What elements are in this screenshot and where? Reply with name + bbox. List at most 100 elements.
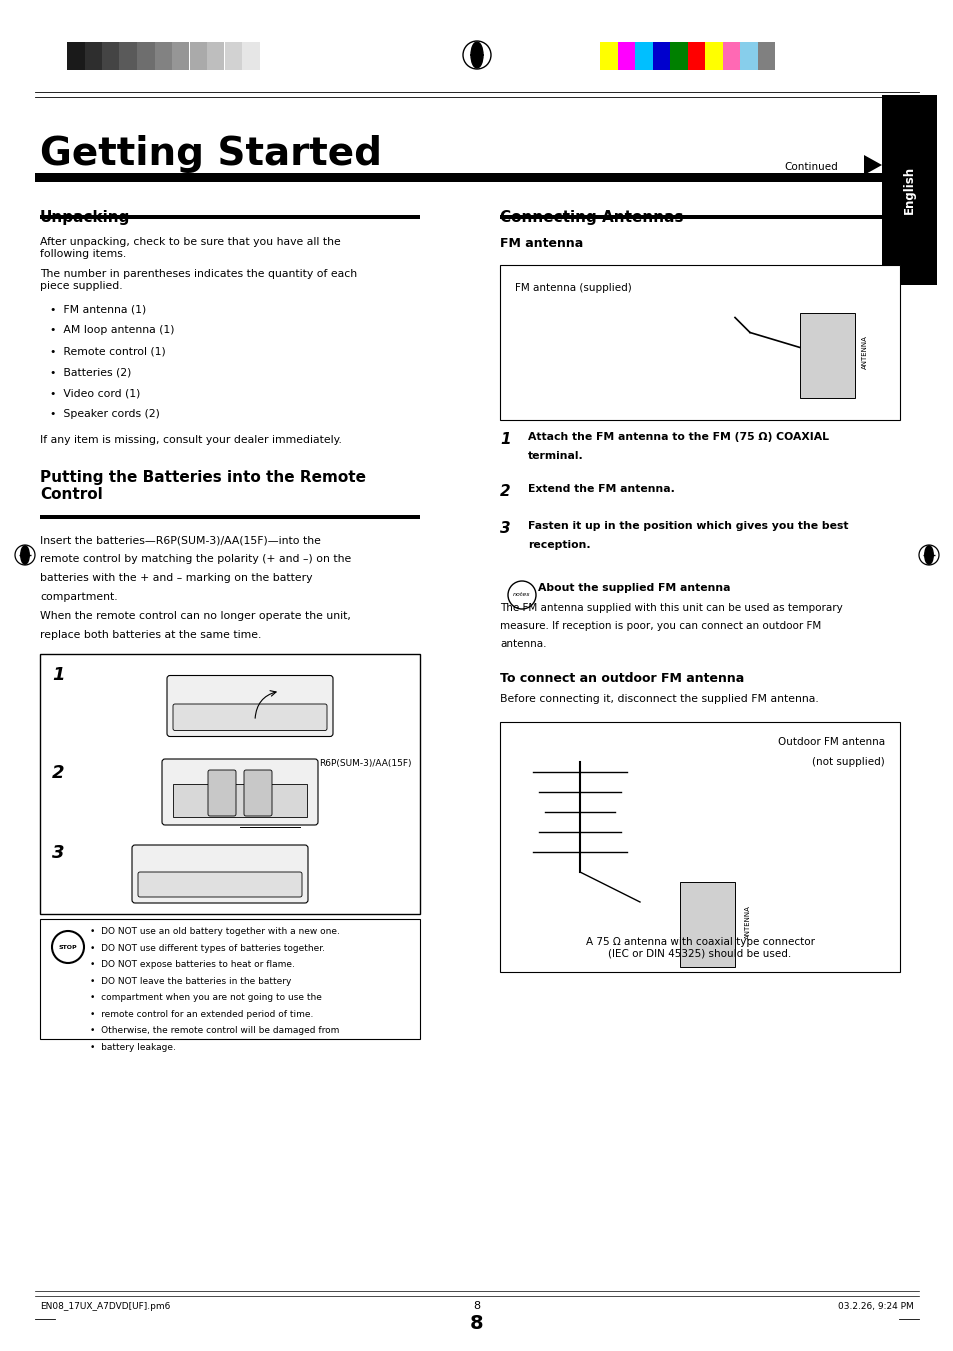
Bar bbox=[757, 42, 774, 70]
Text: •  DO NOT leave the batteries in the battery: • DO NOT leave the batteries in the batt… bbox=[90, 977, 291, 985]
Text: 1: 1 bbox=[52, 666, 65, 684]
Text: •  Remote control (1): • Remote control (1) bbox=[50, 346, 166, 357]
Text: •  Video cord (1): • Video cord (1) bbox=[50, 388, 140, 399]
Ellipse shape bbox=[923, 546, 932, 565]
Text: 03.2.26, 9:24 PM: 03.2.26, 9:24 PM bbox=[838, 1302, 913, 1310]
Text: •  DO NOT use different types of batteries together.: • DO NOT use different types of batterie… bbox=[90, 943, 325, 952]
Text: measure. If reception is poor, you can connect an outdoor FM: measure. If reception is poor, you can c… bbox=[499, 621, 821, 631]
Bar bbox=[599, 42, 617, 70]
Text: •  Otherwise, the remote control will be damaged from: • Otherwise, the remote control will be … bbox=[90, 1025, 339, 1035]
Text: •  Speaker cords (2): • Speaker cords (2) bbox=[50, 409, 160, 419]
Bar bbox=[617, 42, 635, 70]
Text: To connect an outdoor FM antenna: To connect an outdoor FM antenna bbox=[499, 671, 743, 685]
FancyBboxPatch shape bbox=[499, 721, 899, 971]
Text: FM antenna: FM antenna bbox=[499, 236, 582, 250]
Text: Fasten it up in the position which gives you the best: Fasten it up in the position which gives… bbox=[527, 521, 847, 531]
Bar bbox=[635, 42, 652, 70]
Bar bbox=[119, 42, 137, 70]
Ellipse shape bbox=[471, 42, 482, 68]
Bar bbox=[154, 42, 172, 70]
FancyBboxPatch shape bbox=[132, 844, 308, 902]
Bar bbox=[35, 173, 916, 182]
Text: Getting Started: Getting Started bbox=[40, 135, 381, 173]
Text: compartment.: compartment. bbox=[40, 592, 117, 603]
Text: •  compartment when you are not going to use the: • compartment when you are not going to … bbox=[90, 993, 321, 1002]
Text: remote control by matching the polarity (+ and –) on the: remote control by matching the polarity … bbox=[40, 554, 351, 563]
Text: Putting the Batteries into the Remote
Control: Putting the Batteries into the Remote Co… bbox=[40, 470, 366, 503]
FancyBboxPatch shape bbox=[138, 871, 302, 897]
Text: Outdoor FM antenna: Outdoor FM antenna bbox=[777, 738, 884, 747]
Bar bbox=[882, 95, 936, 285]
Text: STOP: STOP bbox=[59, 944, 77, 950]
FancyBboxPatch shape bbox=[172, 704, 327, 731]
Text: 1: 1 bbox=[499, 432, 510, 447]
Text: terminal.: terminal. bbox=[527, 451, 583, 461]
Bar bbox=[800, 312, 854, 397]
FancyBboxPatch shape bbox=[208, 770, 235, 816]
Text: After unpacking, check to be sure that you have all the
following items.: After unpacking, check to be sure that y… bbox=[40, 236, 340, 258]
Bar bbox=[652, 42, 669, 70]
Text: English: English bbox=[902, 166, 915, 213]
Text: •  FM antenna (1): • FM antenna (1) bbox=[50, 304, 146, 313]
Text: Extend the FM antenna.: Extend the FM antenna. bbox=[527, 484, 674, 494]
Bar bbox=[224, 42, 242, 70]
Bar bbox=[704, 42, 721, 70]
Text: •  battery leakage.: • battery leakage. bbox=[90, 1043, 175, 1051]
Text: Before connecting it, disconnect the supplied FM antenna.: Before connecting it, disconnect the sup… bbox=[499, 694, 818, 704]
Text: 3: 3 bbox=[499, 521, 510, 536]
Text: batteries with the + and – marking on the battery: batteries with the + and – marking on th… bbox=[40, 573, 313, 584]
Text: •  remote control for an extended period of time.: • remote control for an extended period … bbox=[90, 1009, 313, 1019]
Bar bbox=[721, 42, 740, 70]
FancyBboxPatch shape bbox=[244, 770, 272, 816]
Text: notes: notes bbox=[513, 593, 530, 597]
Text: 8: 8 bbox=[470, 1315, 483, 1333]
Text: The number in parentheses indicates the quantity of each
piece supplied.: The number in parentheses indicates the … bbox=[40, 269, 356, 290]
Text: 3: 3 bbox=[52, 844, 65, 862]
Text: Continued: Continued bbox=[783, 162, 837, 172]
Bar bbox=[740, 42, 757, 70]
Text: (not supplied): (not supplied) bbox=[811, 757, 884, 767]
Text: ANTENNA: ANTENNA bbox=[744, 905, 750, 939]
Text: 2: 2 bbox=[499, 484, 510, 499]
Text: 8: 8 bbox=[473, 1301, 480, 1310]
Bar bbox=[172, 42, 190, 70]
Text: ANTENNA: ANTENNA bbox=[862, 335, 867, 369]
FancyBboxPatch shape bbox=[40, 654, 419, 915]
Text: A 75 Ω antenna with coaxial type connector
(IEC or DIN 45325) should be used.: A 75 Ω antenna with coaxial type connect… bbox=[585, 938, 814, 959]
Bar bbox=[687, 42, 704, 70]
Bar bbox=[40, 515, 419, 519]
Bar bbox=[669, 42, 687, 70]
Bar bbox=[172, 784, 307, 817]
Text: •  DO NOT use an old battery together with a new one.: • DO NOT use an old battery together wit… bbox=[90, 927, 339, 936]
Text: antenna.: antenna. bbox=[499, 639, 546, 648]
Bar bbox=[40, 215, 419, 219]
Bar bbox=[102, 42, 119, 70]
Bar bbox=[137, 42, 154, 70]
Text: Attach the FM antenna to the FM (75 Ω) COAXIAL: Attach the FM antenna to the FM (75 Ω) C… bbox=[527, 432, 828, 442]
Bar bbox=[85, 42, 102, 70]
FancyBboxPatch shape bbox=[162, 759, 317, 825]
Text: When the remote control can no longer operate the unit,: When the remote control can no longer op… bbox=[40, 611, 351, 621]
Text: 2: 2 bbox=[52, 765, 65, 782]
Text: Insert the batteries—R6P(SUM-3)/AA(15F)—into the: Insert the batteries—R6P(SUM-3)/AA(15F)—… bbox=[40, 535, 320, 544]
Text: reception.: reception. bbox=[527, 540, 590, 550]
FancyBboxPatch shape bbox=[499, 265, 899, 420]
Text: Connecting Antennas: Connecting Antennas bbox=[499, 209, 682, 226]
Text: FM antenna (supplied): FM antenna (supplied) bbox=[515, 282, 631, 293]
Bar bbox=[242, 42, 259, 70]
Bar bbox=[259, 42, 276, 70]
Bar bbox=[679, 882, 734, 967]
FancyBboxPatch shape bbox=[40, 919, 419, 1039]
Text: •  Batteries (2): • Batteries (2) bbox=[50, 367, 132, 377]
Text: Unpacking: Unpacking bbox=[40, 209, 131, 226]
Text: If any item is missing, consult your dealer immediately.: If any item is missing, consult your dea… bbox=[40, 435, 341, 444]
Text: EN08_17UX_A7DVD[UF].pm6: EN08_17UX_A7DVD[UF].pm6 bbox=[40, 1302, 171, 1310]
Text: •  DO NOT expose batteries to heat or flame.: • DO NOT expose batteries to heat or fla… bbox=[90, 961, 294, 969]
Polygon shape bbox=[863, 155, 882, 176]
Ellipse shape bbox=[21, 546, 30, 565]
FancyBboxPatch shape bbox=[167, 676, 333, 736]
Bar bbox=[190, 42, 207, 70]
Text: •  AM loop antenna (1): • AM loop antenna (1) bbox=[50, 326, 174, 335]
Text: R6P(SUM-3)/AA(15F): R6P(SUM-3)/AA(15F) bbox=[319, 759, 412, 767]
Bar bbox=[499, 215, 899, 219]
